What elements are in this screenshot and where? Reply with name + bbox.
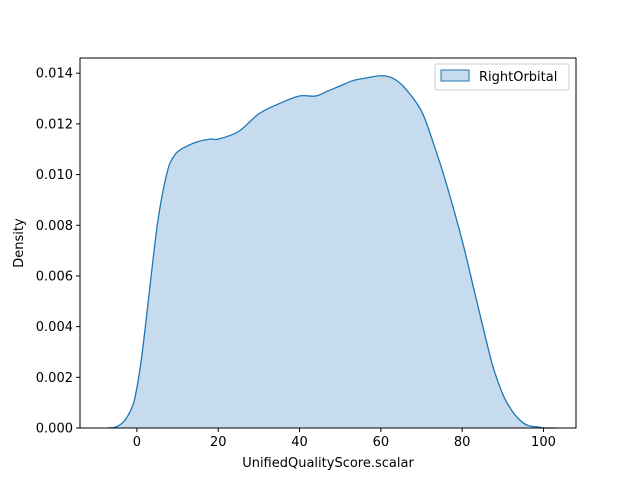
y-tick-label-5: 0.010 <box>36 168 73 183</box>
y-tick-label-7: 0.014 <box>36 67 73 82</box>
x-tick-label-0: 0 <box>133 435 141 450</box>
y-tick-label-1: 0.002 <box>36 371 73 386</box>
legend-swatch <box>440 69 470 82</box>
x-tick-label-1: 20 <box>210 435 227 450</box>
legend-label: RightOrbital <box>479 70 557 85</box>
x-axis: 0 20 40 60 80 100 <box>133 428 556 450</box>
legend: RightOrbital <box>434 63 570 91</box>
density-line-0 <box>108 75 556 429</box>
y-tick-label-3: 0.006 <box>36 269 73 284</box>
density-area-0 <box>108 75 556 429</box>
x-axis-title: UnifiedQualityScore.scalar <box>242 456 414 471</box>
x-tick-label-3: 60 <box>373 435 390 450</box>
y-tick-label-0: 0.000 <box>36 422 73 437</box>
y-tick-label-2: 0.004 <box>36 320 73 335</box>
y-axis-title: Density <box>12 218 27 268</box>
y-axis: 0.000 0.002 0.004 0.006 0.008 0.010 0.012 0.014 <box>36 67 80 437</box>
plot-frame <box>79 57 577 429</box>
x-tick-label-2: 40 <box>291 435 308 450</box>
y-tick-label-6: 0.012 <box>36 117 73 132</box>
y-tick-label-4: 0.008 <box>36 219 73 234</box>
x-tick-label-4: 80 <box>454 435 471 450</box>
x-tick-label-5: 100 <box>531 435 556 450</box>
plot-area <box>108 75 556 429</box>
